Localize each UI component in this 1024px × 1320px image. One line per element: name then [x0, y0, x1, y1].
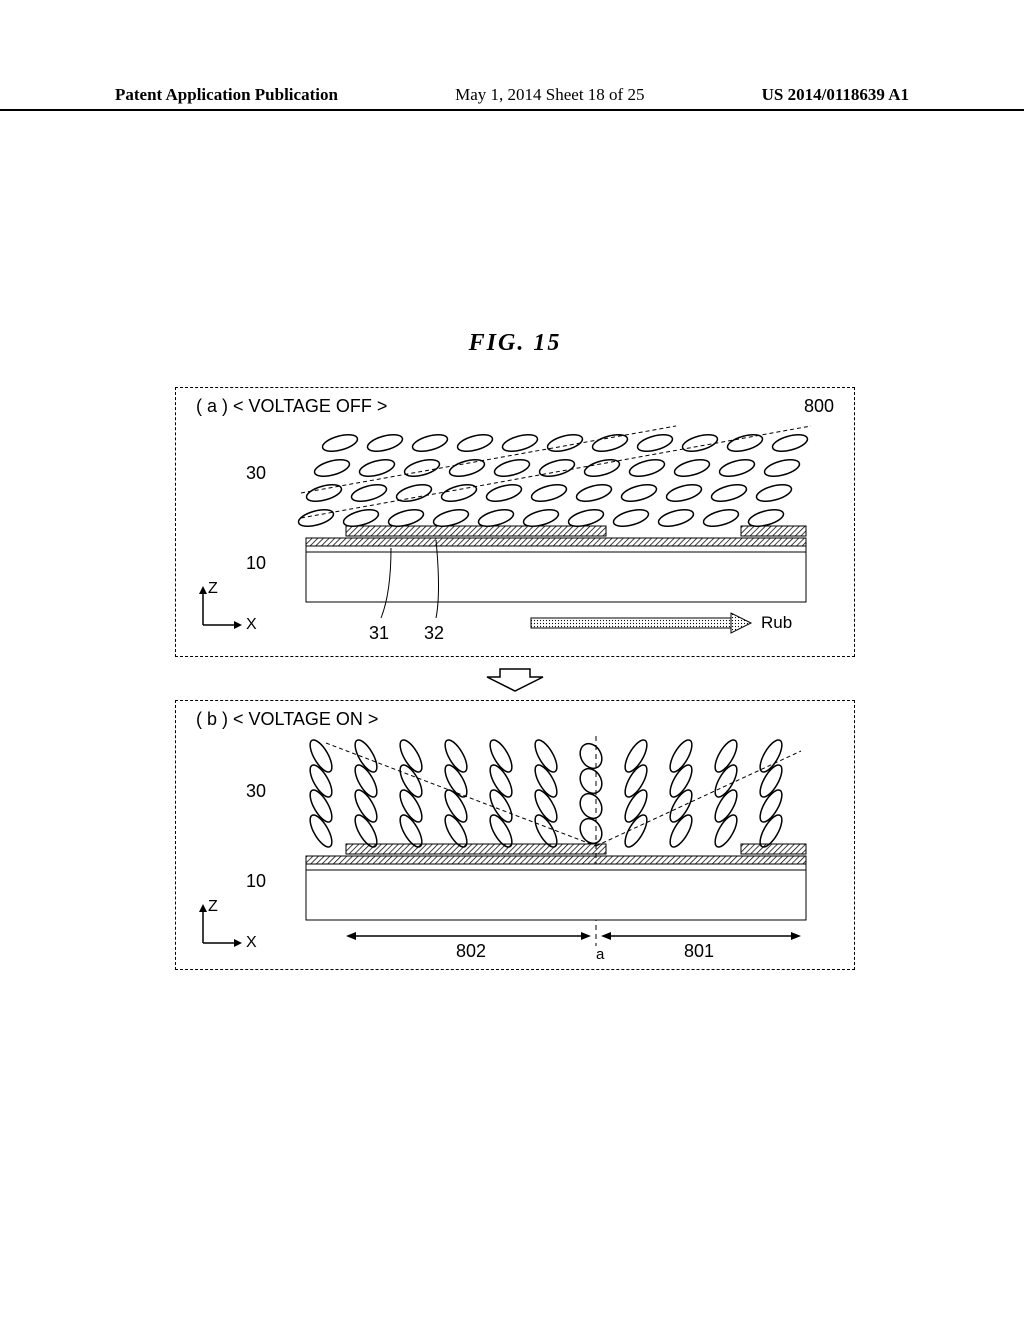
x-axis-b: X — [246, 934, 257, 952]
rub-label: Rub — [761, 613, 792, 633]
ref-32: 32 — [424, 623, 444, 644]
z-axis-a: Z — [208, 580, 218, 598]
header-patent-number: US 2014/0118639 A1 — [762, 85, 909, 105]
panel-b-label: ( b ) < VOLTAGE ON > — [196, 709, 378, 730]
figure-container: FIG. 15 ( a ) < VOLTAGE OFF > 800 30 10 — [175, 330, 855, 980]
header-publication: Patent Application Publication — [115, 85, 338, 105]
panel-voltage-on: ( b ) < VOLTAGE ON > 30 10 — [175, 700, 855, 970]
ref-a: a — [596, 946, 604, 963]
panel-a-label: ( a ) < VOLTAGE OFF > — [196, 396, 387, 417]
diagram-voltage-off — [296, 418, 816, 648]
page-header: Patent Application Publication May 1, 20… — [0, 85, 1024, 111]
z-axis-b: Z — [208, 898, 218, 916]
axis-indicator-b — [191, 901, 251, 961]
header-date-sheet: May 1, 2014 Sheet 18 of 25 — [455, 85, 644, 105]
figure-title: FIG. 15 — [175, 330, 855, 357]
axis-indicator-a — [191, 583, 251, 643]
ref-30-b: 30 — [246, 781, 266, 802]
x-axis-a: X — [246, 616, 257, 634]
reference-800: 800 — [804, 396, 834, 417]
ref-10-a: 10 — [246, 553, 266, 574]
ref-802: 802 — [456, 941, 486, 962]
ref-31: 31 — [369, 623, 389, 644]
ref-10-b: 10 — [246, 871, 266, 892]
ref-801: 801 — [684, 941, 714, 962]
ref-30-a: 30 — [246, 463, 266, 484]
transition-arrow — [175, 667, 855, 698]
diagram-voltage-on — [296, 731, 816, 961]
panel-voltage-off: ( a ) < VOLTAGE OFF > 800 30 10 — [175, 387, 855, 657]
